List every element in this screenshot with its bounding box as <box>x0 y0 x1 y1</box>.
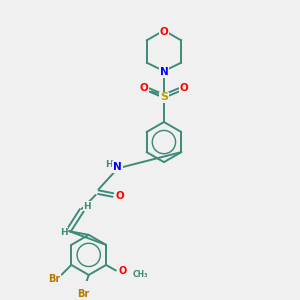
Text: O: O <box>118 266 126 276</box>
Text: S: S <box>160 92 168 103</box>
Text: CH₃: CH₃ <box>133 270 148 279</box>
Text: H: H <box>83 202 91 211</box>
Text: O: O <box>116 191 124 201</box>
Text: Br: Br <box>78 290 90 299</box>
Text: H: H <box>105 160 113 169</box>
Text: H: H <box>60 228 68 237</box>
Text: Br: Br <box>49 274 61 284</box>
Text: O: O <box>180 83 189 93</box>
Text: N: N <box>160 68 168 77</box>
Text: O: O <box>160 27 168 37</box>
Text: O: O <box>139 83 148 93</box>
Text: N: N <box>113 162 122 172</box>
